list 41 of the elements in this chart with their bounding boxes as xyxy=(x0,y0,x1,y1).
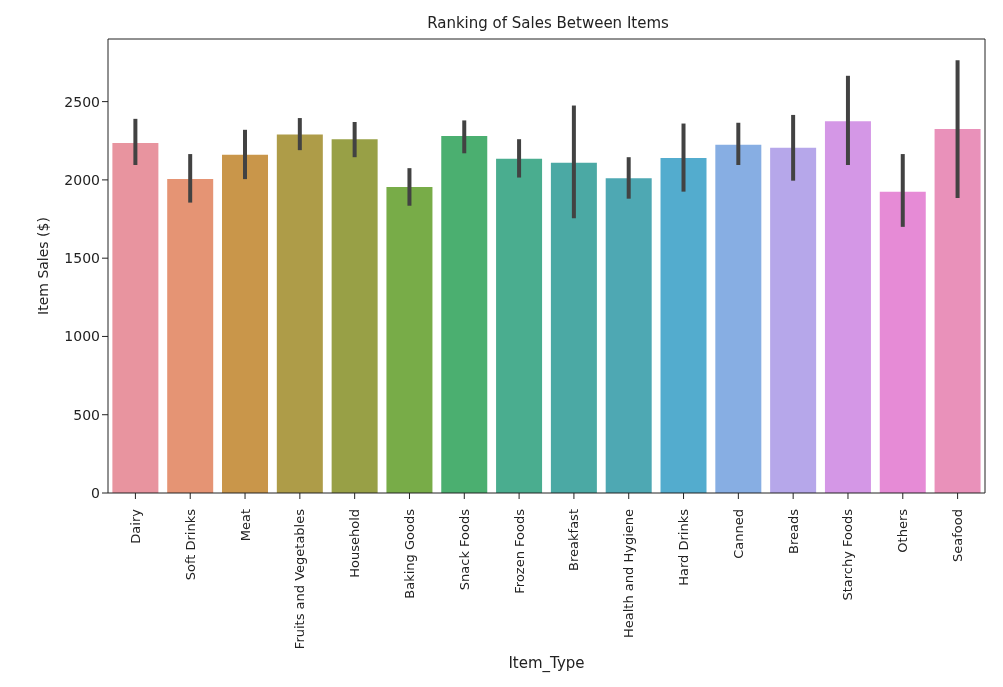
bar xyxy=(660,157,707,493)
x-tick-label: Starchy Foods xyxy=(840,508,856,601)
bar xyxy=(550,162,597,493)
y-tick-label: 2500 xyxy=(64,93,100,110)
bar xyxy=(276,134,323,493)
x-tick-label: Canned xyxy=(730,509,746,559)
x-tick-label: Frozen Foods xyxy=(511,508,527,594)
x-tick-label: Dairy xyxy=(127,508,143,544)
x-axis-title: Item_Type xyxy=(508,654,585,673)
x-tick-label: Seafood xyxy=(950,509,966,562)
bar xyxy=(715,144,762,493)
x-tick-label: Meat xyxy=(237,509,253,542)
y-tick-label: 500 xyxy=(73,406,100,423)
bar xyxy=(167,179,214,493)
y-axis-title: Item Sales ($) xyxy=(34,217,51,315)
x-tick-label: Fruits and Vegetables xyxy=(292,508,308,650)
y-tick-label: 1000 xyxy=(64,328,100,345)
x-tick-label: Snack Foods xyxy=(456,508,472,591)
y-tick-label: 0 xyxy=(91,484,100,501)
x-tick-label: Breads xyxy=(785,508,801,554)
x-tick-label: Household xyxy=(347,509,363,578)
bar xyxy=(824,121,871,493)
bar xyxy=(496,158,543,493)
x-tick-label: Others xyxy=(895,508,911,553)
bar xyxy=(441,136,488,493)
bar xyxy=(770,147,817,493)
x-tick-label: Baking Goods xyxy=(401,508,417,599)
bar xyxy=(386,186,433,493)
x-tick-label: Health and Hygiene xyxy=(621,509,637,638)
bar xyxy=(879,191,926,493)
bar xyxy=(934,129,981,493)
x-tick-label: Soft Drinks xyxy=(182,508,198,581)
y-tick-label: 1500 xyxy=(64,250,100,267)
y-tick-label: 2000 xyxy=(64,171,100,188)
bar xyxy=(222,154,269,493)
bar xyxy=(331,139,378,493)
x-tick-label: Breakfast xyxy=(566,509,582,571)
chart-title: Ranking of Sales Between Items xyxy=(426,14,670,32)
x-tick-label: Hard Drinks xyxy=(676,508,692,586)
bar xyxy=(112,143,159,493)
bar xyxy=(605,178,652,493)
